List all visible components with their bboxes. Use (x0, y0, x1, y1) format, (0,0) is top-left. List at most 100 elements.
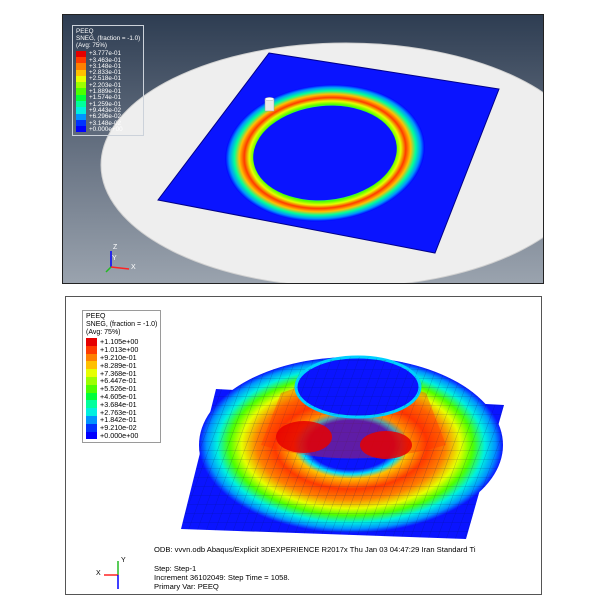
legend-row: +3.777e-01 (76, 50, 140, 58)
legend-swatch (76, 113, 86, 120)
legend-swatch (76, 94, 86, 101)
legend-value: +2.203e-01 (89, 81, 122, 89)
legend-swatch (86, 353, 97, 362)
legend-row: +0.000e+00 (76, 125, 140, 133)
legend-value: +3.463e-01 (89, 56, 122, 64)
legend-value: +8.289e-01 (100, 360, 137, 370)
legend-row: +2.763e-01 (86, 407, 157, 417)
high-strain-patch-1 (276, 421, 332, 453)
legend-value: +5.526e-01 (100, 384, 137, 394)
bottom-viewport[interactable]: PEEQ SNEG, (fraction = -1.0) (Avg: 75%) … (65, 296, 542, 595)
legend-swatch (86, 376, 97, 385)
legend-value: +0.000e+00 (89, 125, 123, 133)
legend-value: +7.368e-01 (100, 368, 137, 378)
legend-value: +1.574e-01 (89, 94, 122, 102)
legend-title-sneg: SNEG, (fraction = -1.0) (86, 321, 158, 328)
legend-rows: +3.777e-01 +3.463e-01 +3.148e-01 +2.833e-01… (76, 50, 140, 133)
legend-row: +1.574e-01 (76, 94, 140, 102)
legend-swatch (76, 63, 86, 70)
legend-swatch (86, 415, 97, 424)
legend-row: +1.842e-01 (86, 415, 157, 425)
legend-swatch (76, 119, 86, 127)
legend-value: +3.148e-02 (89, 119, 122, 127)
axis-triad-bottom: X Y (96, 557, 136, 591)
legend-title-sneg: SNEG, (fraction = -1.0) (76, 35, 141, 43)
legend-swatch (86, 345, 97, 354)
legend-value: +1.259e-01 (89, 100, 122, 108)
legend-value: +3.148e-01 (89, 62, 122, 70)
legend-value: +6.447e-01 (100, 376, 137, 386)
triad-y-label: Y (121, 557, 126, 564)
increment-line: Increment 36102049: Step Time = 1058. (154, 573, 290, 582)
legend-swatch (76, 126, 86, 133)
legend-bottom: PEEQ SNEG, (fraction = -1.0) (Avg: 75%) … (82, 310, 162, 444)
legend-swatch (86, 361, 97, 370)
legend-title-avg: (Avg: 75%) (76, 42, 108, 50)
legend-value: +1.105e+00 (100, 337, 139, 347)
legend-row: +0.000e+00 (86, 430, 157, 440)
triad-x-label: X (131, 264, 136, 271)
legend-swatch (76, 69, 86, 76)
bottom-contour-scene (181, 355, 504, 539)
legend-top: PEEQ SNEG, (fraction = -1.0) (Avg: 75%) … (72, 25, 145, 137)
step-line: Step: Step-1 (154, 564, 197, 573)
legend-value: +3.684e-01 (100, 399, 137, 409)
pin-post (264, 98, 275, 112)
odb-info-line: ODB: vvvn.odb Abaqus/Explicit 3DEXPERIEN… (154, 545, 476, 554)
legend-row: +9.210e-01 (86, 353, 157, 362)
legend-swatch (76, 56, 86, 64)
legend-value: +3.777e-01 (89, 50, 122, 58)
legend-value: +2.833e-01 (89, 69, 122, 77)
legend-row: +1.259e-01 (76, 100, 140, 108)
legend-swatch (86, 423, 97, 432)
top-viewport[interactable]: PEEQ SNEG, (fraction = -1.0) (Avg: 75%) … (62, 14, 544, 284)
legend-swatch (76, 75, 86, 83)
legend-title-var: PEEQ (86, 313, 106, 320)
legend-row: +3.463e-01 (76, 56, 140, 64)
legend-swatch (76, 88, 86, 95)
axis-triad-top: Z Y X (103, 243, 143, 273)
legend-row: +2.833e-01 (76, 69, 140, 77)
legend-value: +9.210e-02 (100, 423, 137, 433)
legend-rows: +1.105e+00 +1.013e+00 +9.210e-01 +8.289e-01… (86, 337, 157, 440)
legend-row: +6.447e-01 (86, 376, 157, 386)
legend-value: +1.842e-01 (100, 415, 137, 425)
legend-swatch (86, 392, 97, 401)
legend-swatch (76, 107, 86, 114)
legend-row: +3.148e-02 (76, 119, 140, 127)
legend-row: +9.443e-02 (76, 106, 140, 114)
top-contour-scene (100, 42, 543, 283)
primary-var-line: Primary Var: PEEQ (154, 582, 219, 591)
legend-value: +0.000e+00 (100, 430, 139, 440)
legend-swatch (86, 384, 97, 393)
legend-row: +2.203e-01 (76, 81, 140, 89)
legend-value: +2.518e-01 (89, 75, 122, 83)
legend-value: +1.889e-01 (89, 88, 122, 96)
legend-swatch (86, 369, 97, 377)
legend-value: +9.443e-02 (89, 106, 122, 114)
legend-row: +1.013e+00 (86, 345, 157, 355)
legend-value: +2.763e-01 (100, 407, 137, 417)
legend-title-avg: (Avg: 75%) (86, 329, 121, 336)
legend-value: +1.013e+00 (100, 345, 139, 355)
legend-row: +1.889e-01 (76, 88, 140, 96)
legend-value: +9.210e-01 (100, 353, 137, 362)
legend-swatch (76, 100, 86, 108)
legend-value: +6.296e-02 (89, 113, 122, 121)
legend-title-var: PEEQ (76, 28, 94, 35)
legend-row: +2.518e-01 (76, 75, 140, 83)
triad-x-label: X (96, 570, 101, 577)
legend-swatch (86, 408, 97, 416)
legend-swatch (76, 82, 86, 89)
legend-row: +1.105e+00 (86, 337, 157, 347)
legend-row: +6.296e-02 (76, 113, 140, 121)
legend-row: +5.526e-01 (86, 384, 157, 394)
legend-swatch (76, 50, 86, 57)
legend-row: +9.210e-02 (86, 423, 157, 433)
legend-row: +4.605e-01 (86, 392, 157, 401)
triad-y-label: Y (112, 255, 117, 262)
legend-row: +7.368e-01 (86, 368, 157, 378)
legend-swatch (86, 431, 97, 440)
legend-row: +8.289e-01 (86, 360, 157, 370)
high-strain-patch-2 (360, 431, 412, 459)
